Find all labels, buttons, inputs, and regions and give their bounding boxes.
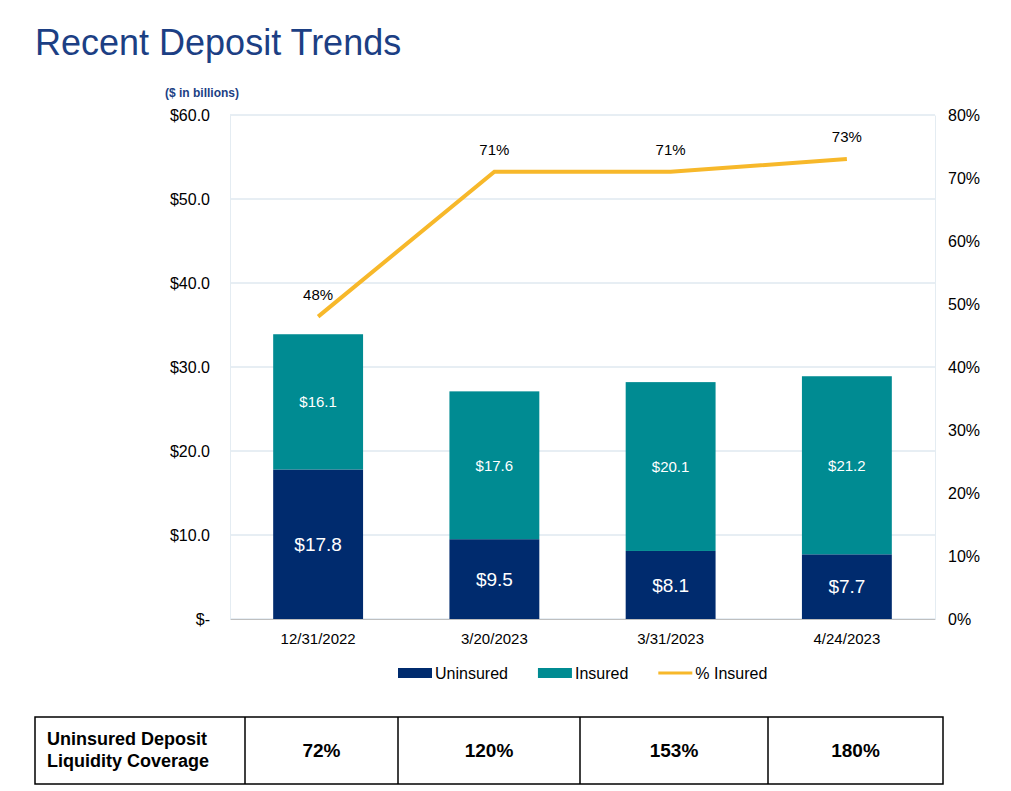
tick: $50.0 (170, 191, 230, 208)
legend-marker (398, 668, 432, 678)
data-label: $21.2 (828, 457, 866, 474)
bar (273, 469, 363, 619)
data-label: $8.1 (652, 575, 689, 596)
bar (802, 376, 892, 554)
grid-line (230, 199, 935, 200)
legend: Uninsured Insured % Insured (398, 665, 767, 682)
tick-label: 50% (948, 296, 980, 313)
line (318, 159, 847, 317)
tick-label: $40.0 (170, 275, 210, 292)
table-cell: 153% (650, 740, 699, 761)
table-cell: 120% (465, 740, 514, 761)
table-row-label-line: Liquidity Coverage (47, 751, 209, 771)
tick-label: 20% (948, 485, 980, 502)
grid-line (230, 283, 935, 284)
tick-label: 3/20/2023 (461, 630, 528, 647)
tick: $60.0 (170, 107, 230, 124)
table-divider (579, 717, 581, 784)
legend-label: Uninsured (435, 665, 508, 682)
tick: 3/20/2023 (461, 619, 528, 647)
axis-line (231, 619, 936, 620)
tick-label: $20.0 (170, 443, 210, 460)
table: Uninsured DepositLiquidity Coverage 72% 12… (35, 717, 943, 784)
grid-line (230, 115, 935, 116)
data-label: $9.5 (476, 569, 513, 590)
table-divider (244, 717, 246, 784)
y-axis: $- $10.0 $20.0 $30.0 $40.0 $50.0 $60.0 (170, 107, 231, 628)
table-row-label: Uninsured DepositLiquidity Coverage (47, 729, 209, 772)
bar (626, 551, 716, 619)
tick-label: 10% (948, 548, 980, 565)
tick: 3/31/2023 (637, 619, 704, 647)
tick: $30.0 (170, 359, 230, 376)
tick: 80% (935, 107, 980, 124)
tick-label: $10.0 (170, 527, 210, 544)
tick-label: 3/31/2023 (637, 630, 704, 647)
tick-label: 70% (948, 170, 980, 187)
data-label: 71% (656, 141, 686, 158)
table-cell: 180% (831, 740, 880, 761)
title: Recent Deposit Trends (35, 22, 401, 63)
chart: Recent Deposit Trends ($ in billions) $17.… (0, 0, 1011, 791)
tick-label: 80% (948, 107, 980, 124)
table-border (35, 717, 943, 784)
table-divider (397, 717, 399, 784)
data-label: $17.6 (476, 457, 514, 474)
data-label: 71% (479, 141, 509, 158)
legend-marker (658, 672, 692, 675)
tick-label: $- (196, 611, 210, 628)
tick-label: 40% (948, 359, 980, 376)
tick: 50% (935, 296, 980, 313)
axis-line (230, 116, 231, 620)
x-axis: 12/31/2022 3/20/2023 3/31/2023 4/24/2023 (231, 619, 936, 647)
grid (230, 115, 935, 619)
tick-label: 0% (948, 611, 971, 628)
legend-label: Insured (575, 665, 628, 682)
bar (626, 382, 716, 551)
data-label: $16.1 (299, 393, 337, 410)
tick-label: $50.0 (170, 191, 210, 208)
data-label: $7.7 (828, 576, 865, 597)
data-label: $17.8 (294, 534, 342, 555)
bar (449, 391, 539, 539)
y-axis-label: ($ in billions) (165, 86, 239, 100)
tick: 40% (935, 359, 980, 376)
tick: 30% (935, 422, 980, 439)
tick-label: $30.0 (170, 359, 210, 376)
tick: $40.0 (170, 275, 230, 292)
table-cell: 72% (302, 740, 340, 761)
tick: 70% (935, 170, 980, 187)
tick-label: 60% (948, 233, 980, 250)
tick: 20% (935, 485, 980, 502)
tick: 60% (935, 233, 980, 250)
data-label: 48% (303, 286, 333, 303)
tick: 12/31/2022 (281, 619, 356, 647)
bar (449, 539, 539, 619)
tick-label: $60.0 (170, 107, 210, 124)
tick-label: 12/31/2022 (281, 630, 356, 647)
data-labels: $17.8 $9.5 $8.1 $7.7 $16.1 $17.6 $20.1 $21.2 48%… (294, 128, 865, 597)
tick: $10.0 (170, 527, 230, 544)
legend-label: % Insured (695, 665, 767, 682)
legend-marker (538, 668, 572, 678)
tick: 0% (935, 611, 971, 628)
y2-axis: 0% 10% 20% 30% 40% 50% 60% 70% 80% (935, 107, 980, 628)
tick: $20.0 (170, 443, 230, 460)
tick-label: 4/24/2023 (814, 630, 881, 647)
bar (273, 334, 363, 469)
tick: 10% (935, 548, 980, 565)
data-label: $20.1 (652, 458, 690, 475)
tick: 4/24/2023 (814, 619, 881, 647)
table-divider (767, 717, 769, 784)
marks (273, 159, 892, 619)
tick-label: 30% (948, 422, 980, 439)
axis-line (935, 116, 936, 620)
data-label: 73% (832, 128, 862, 145)
tick: $- (196, 611, 230, 628)
bar (802, 554, 892, 619)
table-row-label-line: Uninsured Deposit (47, 729, 207, 749)
